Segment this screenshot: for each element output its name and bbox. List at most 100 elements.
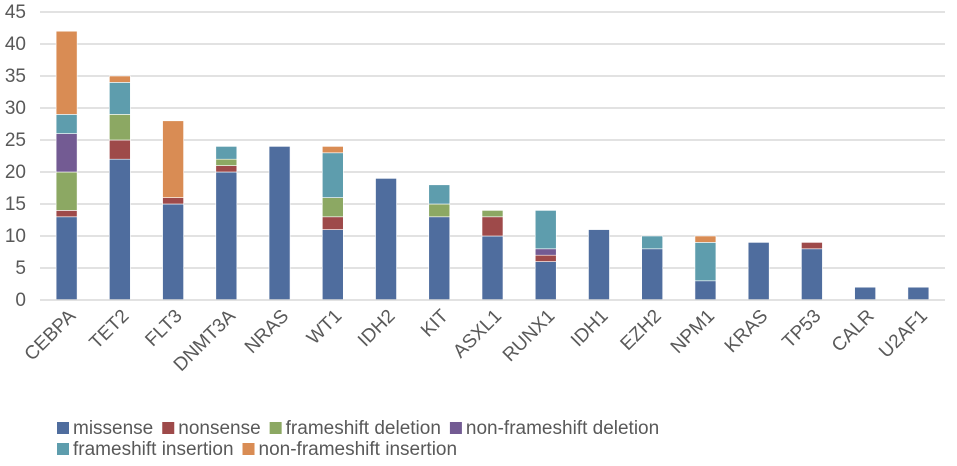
bar-segment-missense [694,280,717,301]
bar-stack-nras [268,146,291,301]
bar-segment-nonsense [534,254,557,262]
x-tick-label: TP53 [778,306,825,353]
legend-label: nonsense [178,418,260,439]
x-tick-label: U2AF1 [875,306,932,363]
legend-swatch [57,422,69,434]
bar-segment-nonsense [801,242,823,250]
legend-swatch [162,422,175,434]
bar-segment-nonsense [215,165,238,173]
bar-stack-kit [428,184,451,301]
y-tick-label: 40 [5,34,26,55]
y-tick-label: 45 [5,2,26,23]
bar-segment-missense [268,146,291,301]
x-tick-label: KRAS [721,306,772,357]
bar-segment-non-frameshift-insertion [109,75,131,83]
legend-item: frameshift deletion [269,418,441,439]
bar-segment-frameshift-insertion [215,146,238,160]
legend-item: frameshift insertion [57,439,234,460]
bar-segment-nonsense [481,216,504,237]
bar-stack-npm1 [694,235,717,301]
x-tick-label: KIT [417,305,453,341]
bar-stack-idh1 [588,229,610,301]
legend-label: non-frameshift deletion [466,418,659,439]
legend-swatch [269,422,282,434]
x-tick-label: CEBPA [21,305,81,365]
bar-segment-nonsense [321,216,344,230]
bar-segment-missense [162,203,184,301]
bar-segment-missense [534,261,557,301]
y-tick-label: 30 [5,98,26,119]
bar-stack-wt1 [321,146,344,301]
bar-segment-missense [907,286,930,301]
legend-label: missense [73,418,153,439]
bar-stack-kras [747,242,770,301]
bar-stack-ezh2 [641,235,664,301]
bar-stack-cebpa [55,30,78,301]
bar-stack-dnmt3a [215,146,238,301]
legend-item: missense [57,418,153,439]
bar-segment-missense [854,286,876,301]
y-tick-label: 5 [15,258,26,279]
bar-stack-flt3 [162,120,184,301]
bar-segment-non-frameshift-insertion [694,235,717,243]
bar-segment-frameshift-insertion [109,82,131,115]
bar-segment-missense [321,229,344,301]
y-tick-label: 15 [5,194,26,215]
bar-segment-non-frameshift-insertion [162,120,184,198]
bar-segment-missense [428,216,451,301]
bar-segment-frameshift-deletion [481,210,504,218]
legend-label: non-frameshift insertion [259,439,458,460]
x-tick-label: IDH2 [354,306,399,351]
x-tick-label: WT1 [303,306,346,349]
x-tick-label: RUNX1 [499,306,559,366]
bar-segment-frameshift-insertion [694,242,717,282]
bar-segment-frameshift-deletion [321,197,344,218]
bar-segment-missense [109,158,131,301]
legend-swatch [57,443,69,455]
bar-segment-non-frameshift-insertion [55,30,78,115]
legend-label: frameshift deletion [286,418,441,439]
legend-swatch [449,422,462,434]
bar-segment-frameshift-deletion [428,203,451,218]
bar-stack-u2af1 [907,286,930,301]
bar-stack-tp53 [801,242,823,301]
gridlines [40,11,945,269]
bar-stack-calr [854,286,876,301]
y-tick-label: 20 [5,162,26,183]
bar-segment-non-frameshift-deletion [534,248,557,256]
x-tick-label: ASXL1 [449,306,506,363]
legend-item: nonsense [162,418,261,439]
bar-segment-missense [747,242,770,301]
legend-item: non-frameshift deletion [449,418,659,439]
bar-segment-missense [641,248,664,301]
y-tick-label: 10 [5,226,26,247]
bar-segment-nonsense [55,210,78,218]
bar-segment-missense [801,248,823,301]
y-axis-ticks: 0 5 10 15 20 25 30 35 40 45 [5,2,26,311]
x-tick-label: CALR [828,306,879,357]
bars [55,30,930,301]
bar-stack-tet2 [109,75,131,301]
bar-segment-missense [588,229,610,301]
y-tick-label: 25 [5,130,26,151]
bar-segment-frameshift-deletion [109,114,131,141]
bar-segment-frameshift-insertion [321,152,344,198]
bar-segment-missense [55,216,78,301]
bar-segment-frameshift-insertion [55,114,78,134]
x-tick-label: TET2 [86,306,134,354]
legend-item: non-frameshift insertion [242,439,458,460]
bar-segment-nonsense [162,197,184,205]
bar-segment-frameshift-insertion [534,210,557,250]
bar-segment-nonsense [109,139,131,160]
legend-swatch [242,443,255,455]
x-tick-label: NPM1 [667,306,719,358]
bar-stack-runx1 [534,210,557,301]
bar-segment-frameshift-deletion [55,171,78,211]
y-tick-label: 0 [15,290,26,311]
bar-segment-frameshift-insertion [641,235,664,250]
legend: missense nonsense frameshift deletion non-f… [57,418,659,460]
bar-stack-idh2 [375,178,397,301]
